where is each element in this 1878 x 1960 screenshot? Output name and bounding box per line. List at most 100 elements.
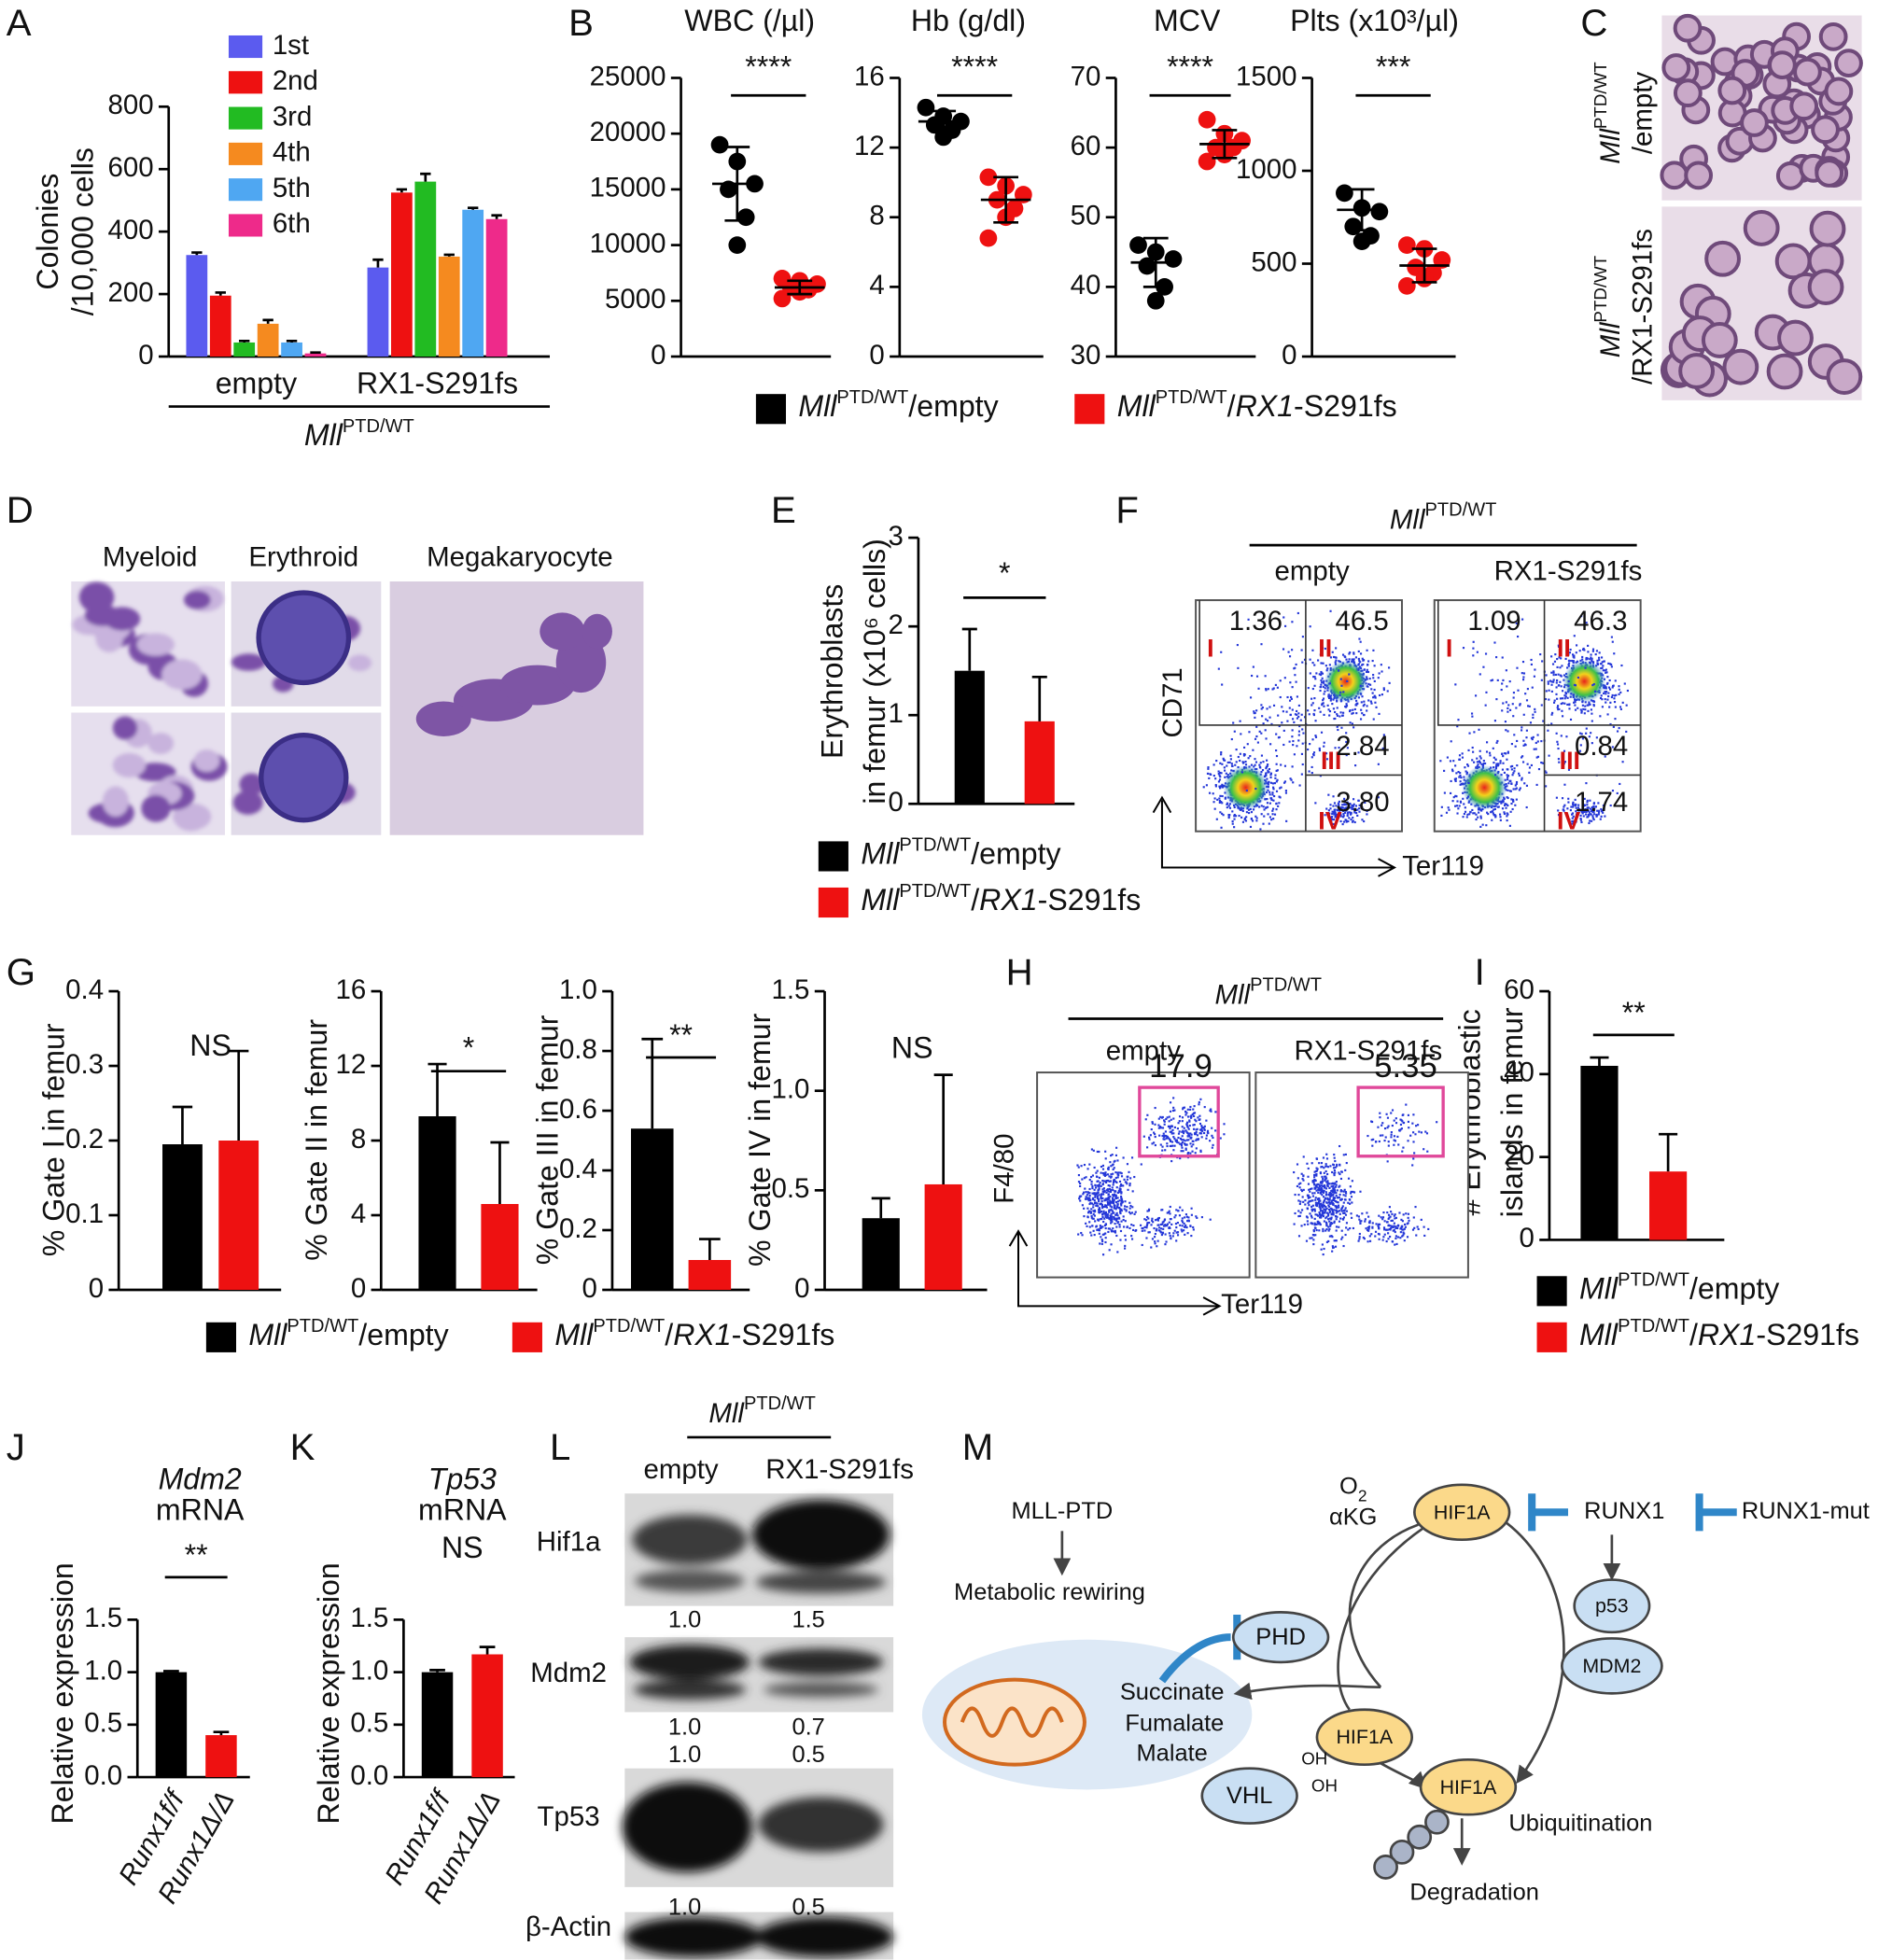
- blot-row-label: β-Actin: [526, 1911, 611, 1942]
- flow-event: [1309, 743, 1310, 745]
- flow-event: [1331, 1171, 1333, 1173]
- flow-event: [1322, 678, 1324, 679]
- y-tick-label: 8: [351, 1124, 366, 1155]
- cell: [103, 786, 129, 816]
- flow-event: [1116, 1218, 1118, 1220]
- flow-event: [1573, 660, 1575, 662]
- flow-event: [1556, 681, 1558, 683]
- flow-event: [1323, 706, 1324, 707]
- flow-event: [1114, 1204, 1115, 1206]
- flow-event: [1118, 1218, 1120, 1220]
- flow-event: [1188, 1135, 1190, 1137]
- flow-event: [1296, 664, 1297, 665]
- flow-event: [1526, 785, 1528, 787]
- flow-event: [1269, 797, 1271, 799]
- flow-event: [1220, 772, 1222, 774]
- flow-event: [1274, 775, 1276, 777]
- y-tick-label: 25000: [590, 61, 666, 91]
- legend-swatch: [229, 143, 262, 165]
- flow-event: [1423, 1148, 1424, 1150]
- flow-event: [1328, 1187, 1330, 1189]
- flow-event: [1097, 1170, 1099, 1172]
- flow-event: [1296, 695, 1298, 697]
- flow-event: [1163, 1133, 1165, 1135]
- flow-event: [1107, 1231, 1109, 1233]
- flow-event: [1313, 714, 1315, 716]
- flow-event: [1093, 1150, 1095, 1152]
- y-tick-label: 0: [138, 340, 153, 371]
- legend-swatch: [512, 1323, 542, 1352]
- flow-event: [1115, 1235, 1117, 1237]
- flow-event: [1556, 686, 1558, 688]
- text-run: Mll: [304, 419, 343, 453]
- flow-event: [1260, 704, 1262, 706]
- flow-event: [1391, 1225, 1393, 1227]
- flow-event: [1097, 1192, 1099, 1194]
- flow-event: [1224, 770, 1226, 772]
- flow-event: [1334, 1192, 1336, 1194]
- flow-event: [1577, 707, 1578, 709]
- legend-swatch: [756, 394, 786, 424]
- flow-event: [1400, 1124, 1402, 1126]
- flow-event: [1311, 772, 1313, 774]
- flow-event: [1092, 1206, 1094, 1208]
- flow-event: [1090, 1183, 1092, 1185]
- flow-event: [1576, 644, 1577, 646]
- flow-event: [1301, 649, 1303, 651]
- cell: [1795, 60, 1820, 85]
- legend-swatch: [1537, 1323, 1567, 1352]
- flow-event: [1330, 1218, 1332, 1220]
- flow-event: [1350, 721, 1352, 723]
- text-run: /: [1227, 390, 1236, 424]
- flow-event: [1212, 801, 1214, 803]
- flow-event: [1124, 1205, 1126, 1207]
- flow-event: [1088, 1221, 1090, 1223]
- error-bar: [934, 1075, 953, 1184]
- flow-event: [1170, 1218, 1171, 1220]
- legend-swatch: [229, 107, 262, 130]
- flow-event: [1340, 711, 1342, 713]
- flow-event: [1175, 1209, 1177, 1211]
- panel-label: C: [1580, 2, 1607, 44]
- flow-event: [1079, 1185, 1081, 1187]
- flow-event: [1213, 763, 1215, 765]
- cell: [161, 660, 202, 690]
- flow-event: [1341, 1190, 1343, 1192]
- flow-event: [1611, 665, 1613, 667]
- flow-event: [1345, 1226, 1347, 1228]
- flow-event: [1505, 721, 1507, 722]
- flow-event: [1315, 672, 1317, 674]
- bar: [258, 324, 279, 357]
- flow-event: [1352, 651, 1354, 653]
- blot-row-label: Tp53: [538, 1801, 600, 1832]
- flow-event: [1113, 1169, 1114, 1170]
- y-tick-label: 200: [108, 277, 154, 308]
- flow-event: [1117, 1197, 1119, 1198]
- flow-event: [1367, 1216, 1369, 1218]
- flow-event: [1300, 1225, 1302, 1226]
- flow-event: [1315, 1180, 1317, 1182]
- flow-event: [1484, 763, 1486, 764]
- flow-event: [1470, 811, 1472, 813]
- flow-column: RX1-S291fs: [1494, 555, 1643, 586]
- flow-event: [1100, 1225, 1101, 1226]
- flow-event: [1094, 1167, 1096, 1169]
- flow-event: [1308, 1183, 1310, 1185]
- node-label: HIF1A: [1434, 1501, 1491, 1523]
- density: [1224, 765, 1268, 810]
- flow-event: [1366, 705, 1368, 707]
- legend-label: MllPTD/WT/RX1-S291fs: [1117, 388, 1397, 424]
- flow-event: [1319, 1200, 1321, 1202]
- flow-event: [1343, 821, 1345, 823]
- flow-event: [1252, 749, 1254, 751]
- flow-event: [1601, 656, 1603, 658]
- flow-event: [1389, 1206, 1391, 1208]
- flow-event: [1412, 1157, 1414, 1159]
- flow-event: [1346, 1222, 1348, 1224]
- flow-event: [1320, 711, 1322, 713]
- flow-event: [1109, 1204, 1111, 1206]
- y-tick-label: 12: [335, 1049, 366, 1080]
- flow-event: [1363, 714, 1365, 716]
- flow-event: [1359, 661, 1361, 663]
- flow-event: [1553, 679, 1555, 680]
